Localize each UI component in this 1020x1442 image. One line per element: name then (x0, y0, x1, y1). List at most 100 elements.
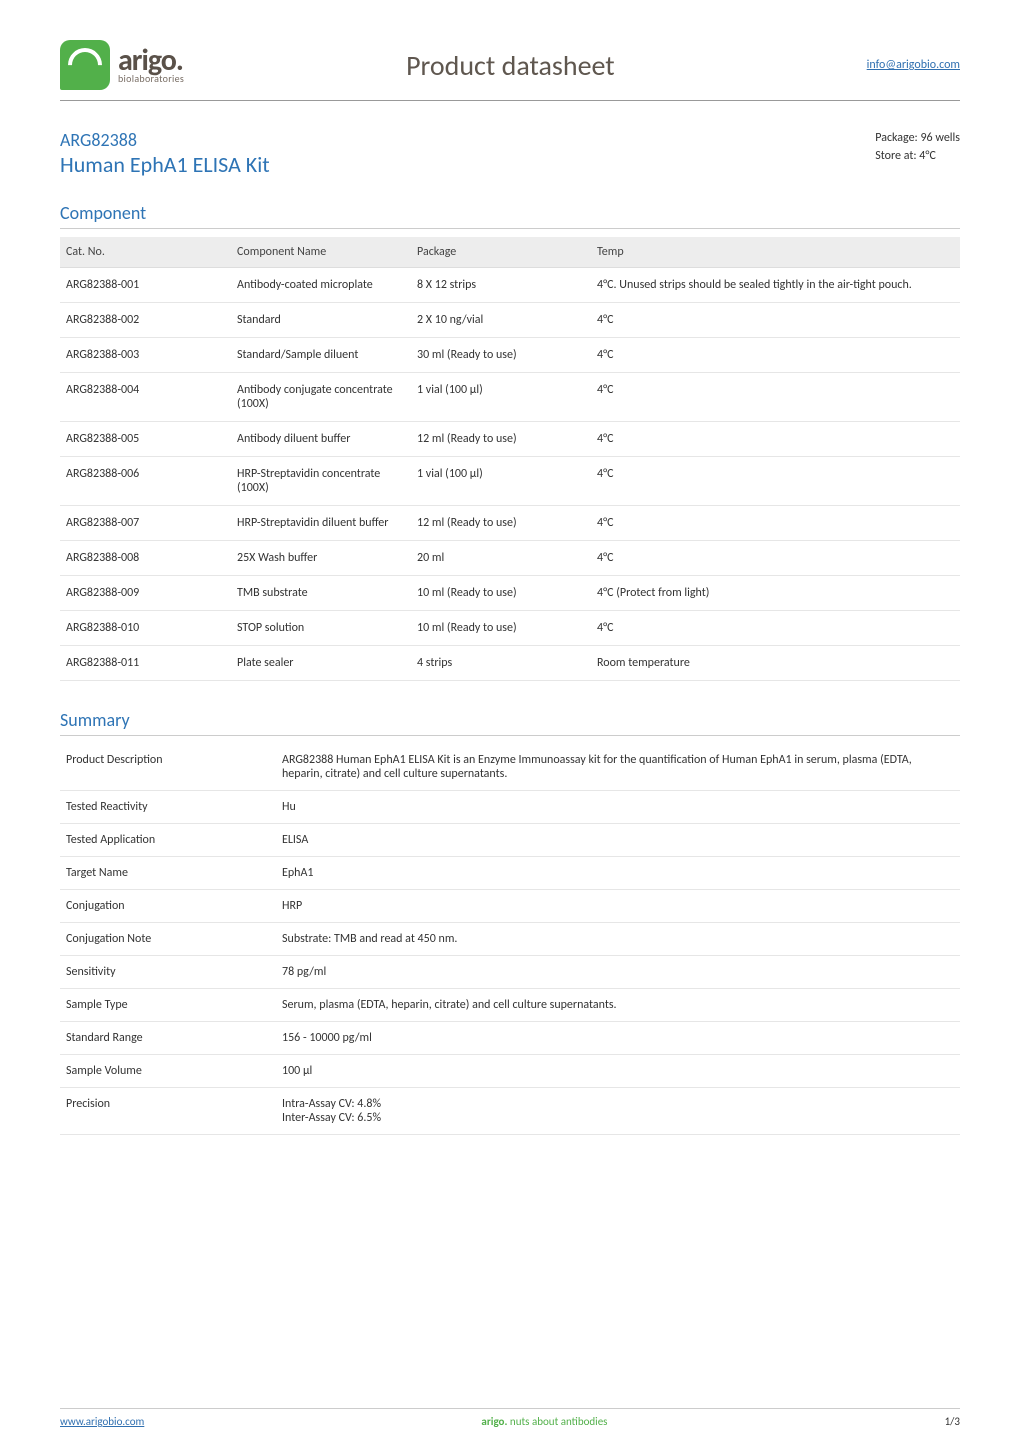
table-row: Sample Volume100 µl (60, 1055, 960, 1088)
logo-swirl-icon (61, 41, 109, 89)
table-cell: 4 strips (411, 646, 591, 681)
table-cell: 8 X 12 strips (411, 268, 591, 303)
table-cell: 4°C (591, 303, 960, 338)
summary-label: Sample Type (60, 989, 276, 1022)
table-cell: 25X Wash buffer (231, 541, 411, 576)
summary-label: Sample Volume (60, 1055, 276, 1088)
table-cell: ARG82388-007 (60, 506, 231, 541)
component-table: Cat. No. Component Name Package Temp ARG… (60, 237, 960, 681)
table-cell: 4°C (591, 541, 960, 576)
table-row: Sensitivity78 pg/ml (60, 956, 960, 989)
table-cell: 12 ml (Ready to use) (411, 506, 591, 541)
summary-label: Conjugation Note (60, 923, 276, 956)
summary-label: Target Name (60, 857, 276, 890)
table-cell: ARG82388-002 (60, 303, 231, 338)
summary-value: Substrate: TMB and read at 450 nm. (276, 923, 960, 956)
table-row: Target NameEphA1 (60, 857, 960, 890)
table-cell: ARG82388-004 (60, 373, 231, 422)
table-row: ARG82388-007HRP-Streptavidin diluent buf… (60, 506, 960, 541)
table-cell: Room temperature (591, 646, 960, 681)
table-cell: ARG82388-009 (60, 576, 231, 611)
summary-label: Precision (60, 1088, 276, 1135)
summary-value: HRP (276, 890, 960, 923)
table-cell: TMB substrate (231, 576, 411, 611)
table-cell: 12 ml (Ready to use) (411, 422, 591, 457)
table-row: ARG82388-006HRP-Streptavidin concentrate… (60, 457, 960, 506)
table-cell: HRP-Streptavidin concentrate (100X) (231, 457, 411, 506)
summary-value: EphA1 (276, 857, 960, 890)
summary-value: 78 pg/ml (276, 956, 960, 989)
table-row: Tested ReactivityHu (60, 791, 960, 824)
table-cell: 4°C (591, 373, 960, 422)
table-cell: 1 vial (100 µl) (411, 457, 591, 506)
table-cell: ARG82388-010 (60, 611, 231, 646)
product-title-block: ARG82388 Human EphA1 ELISA Kit (60, 129, 270, 178)
table-cell: Standard/Sample diluent (231, 338, 411, 373)
table-cell: 4°C (591, 457, 960, 506)
col-temp: Temp (591, 237, 960, 268)
table-row: Tested ApplicationELISA (60, 824, 960, 857)
section-summary-heading: Summary (60, 709, 960, 736)
page-header: arigo. biolaboratories Product datasheet… (60, 40, 960, 101)
email-link[interactable]: info@arigobio.com (867, 58, 960, 72)
table-row: Sample TypeSerum, plasma (EDTA, heparin,… (60, 989, 960, 1022)
product-code: ARG82388 (60, 129, 270, 151)
table-cell: 4°C (591, 506, 960, 541)
table-cell: 30 ml (Ready to use) (411, 338, 591, 373)
table-cell: Antibody-coated microplate (231, 268, 411, 303)
table-row: Standard Range156 - 10000 pg/ml (60, 1022, 960, 1055)
summary-value: Hu (276, 791, 960, 824)
footer-site-link[interactable]: www.arigobio.com (60, 1415, 144, 1428)
package-label: Package: 96 wells (875, 129, 960, 147)
page-footer: www.arigobio.com arigo. nuts about antib… (60, 1408, 960, 1428)
table-cell: 4°C (591, 422, 960, 457)
summary-value: 156 - 10000 pg/ml (276, 1022, 960, 1055)
table-cell: 4°C (Protect from light) (591, 576, 960, 611)
col-component: Component Name (231, 237, 411, 268)
table-cell: Antibody diluent buffer (231, 422, 411, 457)
table-cell: 10 ml (Ready to use) (411, 611, 591, 646)
footer-tagline-rest: nuts about antibodies (507, 1415, 607, 1428)
table-row: ARG82388-009TMB substrate10 ml (Ready to… (60, 576, 960, 611)
product-header: ARG82388 Human EphA1 ELISA Kit Package: … (60, 129, 960, 178)
summary-label: Sensitivity (60, 956, 276, 989)
table-row: ARG82388-00825X Wash buffer20 ml4°C (60, 541, 960, 576)
summary-value: Intra-Assay CV: 4.8% Inter-Assay CV: 6.5… (276, 1088, 960, 1135)
section-component-heading: Component (60, 202, 960, 229)
page-title: Product datasheet (154, 48, 867, 83)
table-header-row: Cat. No. Component Name Package Temp (60, 237, 960, 268)
table-cell: ARG82388-003 (60, 338, 231, 373)
table-row: ARG82388-004Antibody conjugate concentra… (60, 373, 960, 422)
col-catno: Cat. No. (60, 237, 231, 268)
table-row: Conjugation NoteSubstrate: TMB and read … (60, 923, 960, 956)
summary-label: Standard Range (60, 1022, 276, 1055)
summary-value: 100 µl (276, 1055, 960, 1088)
table-cell: HRP-Streptavidin diluent buffer (231, 506, 411, 541)
footer-tagline: arigo. nuts about antibodies (481, 1415, 607, 1428)
table-cell: 4°C (591, 611, 960, 646)
footer-tagline-brand: arigo. (481, 1415, 507, 1428)
table-cell: Plate sealer (231, 646, 411, 681)
summary-value: ARG82388 Human EphA1 ELISA Kit is an Enz… (276, 744, 960, 791)
summary-label: Conjugation (60, 890, 276, 923)
table-cell: ARG82388-006 (60, 457, 231, 506)
table-cell: ARG82388-011 (60, 646, 231, 681)
table-cell: Antibody conjugate concentrate (100X) (231, 373, 411, 422)
table-cell: ARG82388-001 (60, 268, 231, 303)
table-row: ARG82388-010STOP solution10 ml (Ready to… (60, 611, 960, 646)
table-cell: STOP solution (231, 611, 411, 646)
table-cell: ARG82388-008 (60, 541, 231, 576)
table-row: ConjugationHRP (60, 890, 960, 923)
col-package: Package (411, 237, 591, 268)
table-cell: 4°C. Unused strips should be sealed tigh… (591, 268, 960, 303)
table-row: PrecisionIntra-Assay CV: 4.8% Inter-Assa… (60, 1088, 960, 1135)
table-row: Product DescriptionARG82388 Human EphA1 … (60, 744, 960, 791)
footer-page: 1/3 (945, 1415, 960, 1428)
table-cell: ARG82388-005 (60, 422, 231, 457)
table-cell: 10 ml (Ready to use) (411, 576, 591, 611)
summary-table: Product DescriptionARG82388 Human EphA1 … (60, 744, 960, 1135)
summary-label: Product Description (60, 744, 276, 791)
table-row: ARG82388-005Antibody diluent buffer12 ml… (60, 422, 960, 457)
store-label: Store at: 4°C (875, 147, 960, 165)
summary-value: ELISA (276, 824, 960, 857)
